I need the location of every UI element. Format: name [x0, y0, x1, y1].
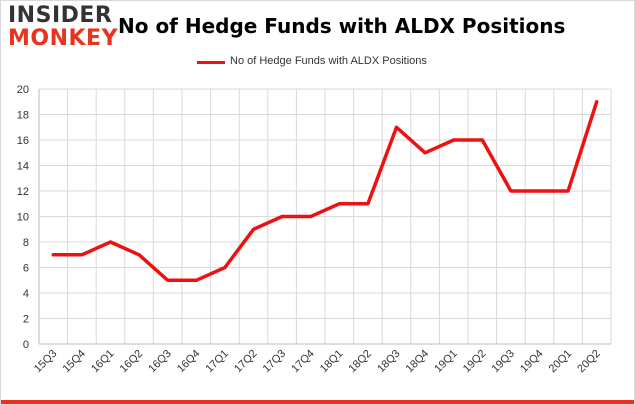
x-tick-label: 18Q1	[318, 348, 346, 376]
data-point	[337, 202, 341, 206]
data-point	[395, 125, 398, 129]
x-tick-label: 19Q4	[518, 348, 546, 376]
data-point	[595, 100, 599, 104]
x-tick-label: 16Q1	[89, 348, 117, 376]
x-tick-label: 17Q3	[261, 348, 289, 376]
x-tick-label: 18Q4	[404, 348, 432, 376]
data-point	[566, 189, 570, 193]
data-point	[452, 138, 456, 142]
data-point	[280, 215, 284, 218]
x-tick-label: 19Q1	[432, 348, 460, 376]
x-tick-label: 20Q1	[547, 348, 575, 376]
legend-swatch	[197, 61, 225, 64]
logo-text-monkey: MONKEY	[8, 26, 119, 51]
data-point	[423, 151, 427, 155]
data-point	[109, 240, 112, 244]
x-tick-label: 20Q2	[575, 348, 603, 376]
y-tick-label: 8	[23, 237, 29, 249]
data-point	[366, 202, 370, 206]
x-tick-label: 16Q4	[175, 348, 203, 376]
x-tick-label: 19Q3	[489, 348, 517, 376]
data-point	[538, 189, 541, 193]
y-tick-label: 2	[23, 314, 29, 326]
data-point	[252, 227, 255, 231]
x-tick-label: 15Q3	[32, 348, 60, 376]
x-tick-label: 16Q3	[146, 348, 174, 376]
x-tick-label: 18Q3	[375, 348, 403, 376]
x-tick-label: 17Q4	[289, 348, 317, 376]
data-point	[223, 266, 227, 269]
data-point	[80, 253, 84, 257]
y-tick-label: 12	[17, 186, 29, 198]
chart-legend: No of Hedge Funds with ALDX Positions	[0, 53, 635, 71]
y-tick-label: 4	[23, 288, 29, 300]
insider-monkey-logo: INSIDER MONKEY	[8, 3, 119, 51]
data-point	[480, 138, 484, 142]
x-tick-label: 16Q2	[118, 348, 146, 376]
series-line-0	[51, 100, 599, 283]
x-tick-label: 19Q2	[461, 348, 489, 376]
x-tick-label: 18Q2	[346, 348, 374, 376]
x-tick-label: 17Q2	[232, 348, 260, 376]
x-tick-label: 17Q1	[203, 348, 231, 376]
data-point	[309, 215, 313, 218]
chart-title: No of Hedge Funds with ALDX Positions	[118, 14, 566, 38]
x-tick-label: 15Q4	[60, 348, 88, 376]
data-point	[137, 253, 141, 257]
y-tick-label: 14	[17, 161, 29, 173]
data-point	[51, 253, 55, 257]
legend-label: No of Hedge Funds with ALDX Positions	[230, 55, 427, 67]
data-point	[166, 278, 170, 282]
y-tick-label: 18	[17, 110, 29, 122]
bottom-accent-bar	[0, 400, 635, 405]
y-tick-label: 6	[23, 263, 29, 275]
data-point	[509, 189, 513, 193]
y-tick-label: 20	[17, 84, 29, 96]
y-tick-label: 0	[23, 339, 29, 351]
data-point	[194, 278, 198, 282]
y-tick-label: 16	[17, 135, 29, 147]
y-tick-label: 10	[17, 212, 29, 224]
logo-text-insider: INSIDER	[8, 3, 113, 28]
